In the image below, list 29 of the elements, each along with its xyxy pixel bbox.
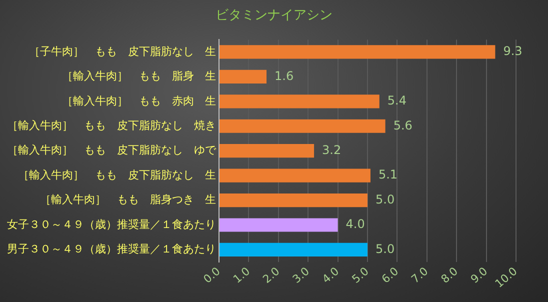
x-tick-label: 5.0 bbox=[350, 264, 372, 286]
x-tick-label: 6.0 bbox=[379, 264, 401, 286]
y-tick-label: ［子牛肉］ もも 皮下脂肪なし 生 bbox=[29, 44, 216, 58]
x-tick-label: 7.0 bbox=[408, 264, 431, 286]
y-tick-label: ［輸入牛肉］ もも 皮下脂肪なし ゆで bbox=[7, 144, 217, 157]
x-tick-label: 8.0 bbox=[438, 264, 460, 286]
y-tick-label: ［輸入牛肉］ もも 脂身 生 bbox=[62, 70, 216, 83]
chart-title: ビタミンナイアシン bbox=[214, 7, 334, 24]
data-label: 4.0 bbox=[346, 217, 365, 232]
x-tick-label: 4.0 bbox=[320, 264, 342, 286]
x-tick-label: 9.0 bbox=[468, 264, 490, 286]
data-label: 5.6 bbox=[393, 118, 412, 132]
x-tick-label: 1.0 bbox=[230, 264, 252, 286]
data-label: 5.4 bbox=[387, 94, 406, 108]
y-tick-label: 男子３０～４９（歳）推奨量／１食あたり bbox=[7, 242, 216, 256]
data-label: 5.0 bbox=[376, 192, 395, 206]
y-tick-label: ［輸入牛肉］ もも 脂身つき 生 bbox=[40, 193, 216, 206]
data-label: 3.2 bbox=[322, 142, 342, 157]
data-label: 5.1 bbox=[378, 168, 398, 182]
y-tick-label: 女子３０～４９（歳）推奨量／１食あたり bbox=[7, 218, 216, 231]
y-tick-label: ［輸入牛肉］ もも 皮下脂肪なし 生 bbox=[18, 168, 216, 182]
y-tick-label: ［輸入牛肉］ もも 赤肉 生 bbox=[62, 94, 216, 108]
y-tick-label: ［輸入牛肉］ もも 皮下脂肪なし 焼き bbox=[7, 118, 216, 132]
data-label: 9.3 bbox=[503, 44, 522, 58]
data-label: 5.0 bbox=[376, 242, 395, 256]
x-tick-label: 0.0 bbox=[201, 264, 223, 286]
data-label: 1.6 bbox=[274, 68, 294, 83]
x-tick-label: 3.0 bbox=[290, 264, 312, 286]
x-tick-label: 2.0 bbox=[260, 264, 282, 286]
